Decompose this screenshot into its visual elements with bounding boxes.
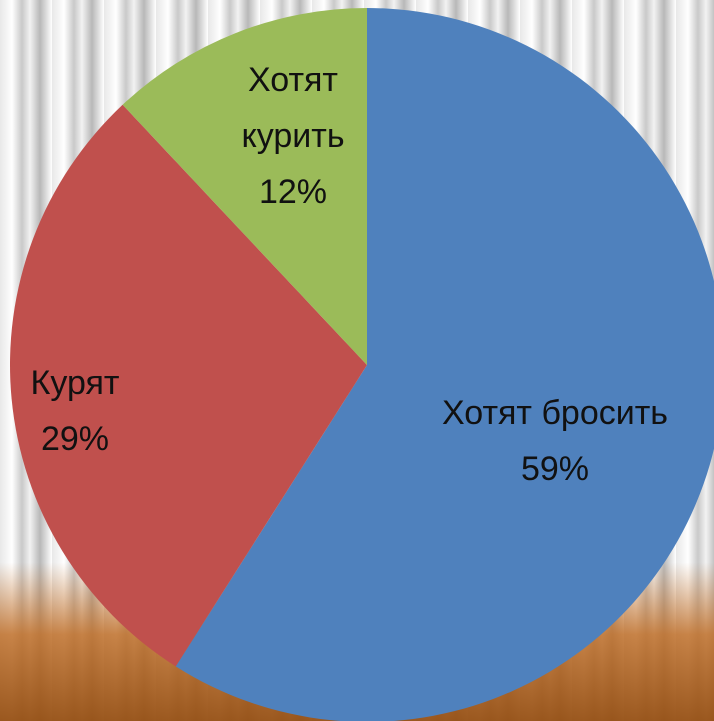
category-label: Хотят курить bbox=[223, 52, 363, 164]
value-label: 12% bbox=[223, 164, 363, 220]
category-label: Хотят бросить bbox=[395, 385, 714, 441]
category-label: Курят bbox=[0, 355, 150, 411]
slide: Хотят бросить59% Курят29% Хотят курить12% bbox=[0, 0, 714, 721]
value-label: 29% bbox=[0, 411, 150, 467]
value-label: 59% bbox=[395, 441, 714, 497]
